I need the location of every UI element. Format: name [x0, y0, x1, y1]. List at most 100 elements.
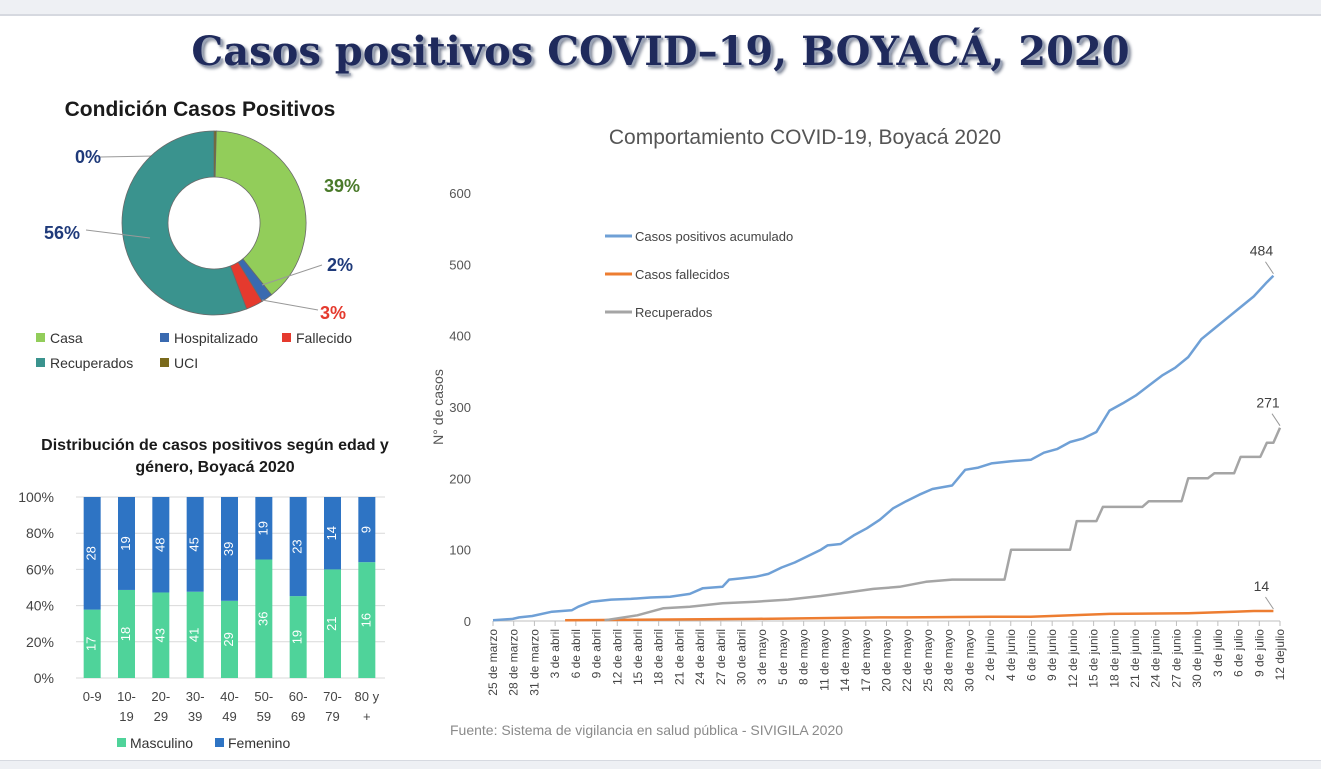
- line-y-tick: 300: [449, 400, 471, 415]
- legend-label-casos-positivos-acumulado: Casos positivos acumulado: [635, 229, 793, 244]
- bar-femenino: [152, 497, 170, 593]
- bar-x-tick: 30-: [186, 689, 205, 704]
- line-end-label: 484: [1250, 243, 1274, 259]
- bar-value-label: 23: [290, 539, 305, 553]
- line-chart: 0 100 200 300 400 500 600 N° de casos 25 de marz…: [430, 186, 1287, 696]
- line-x-tick: 11 de mayo: [817, 629, 831, 691]
- line-x-tick: 28 de marzo: [507, 629, 521, 696]
- bar-x-tick: 70-: [323, 689, 342, 704]
- bar-femenino: [83, 497, 101, 610]
- line-x-tick: 27 de abril: [714, 629, 728, 685]
- pie-data-label: 0%: [75, 147, 101, 167]
- bar-x-tick: 20-: [151, 689, 170, 704]
- pie-slice-casa: [214, 130, 307, 296]
- bar-value-label: 28: [84, 546, 99, 560]
- line-y-tick: 600: [449, 186, 471, 201]
- bar-y-tick: 20%: [26, 634, 54, 650]
- legend-label-uci: UCI: [174, 355, 198, 371]
- line-x-tick: 9 de junio: [1045, 629, 1059, 681]
- line-chart-title: Comportamiento COVID-19, Boyacá 2020: [608, 126, 1002, 149]
- bar-x-tick: 29: [154, 709, 168, 724]
- line-x-tick: 4 de junio: [1004, 629, 1018, 681]
- line-x-tick: 14 de mayo: [838, 629, 852, 692]
- window-bottom-bar: [0, 760, 1321, 769]
- bar-masculino: [152, 592, 170, 678]
- bar-y-tick: 40%: [26, 598, 54, 614]
- bar-masculino: [186, 591, 204, 678]
- bar-chart-title: Distribución de casos positivos según ed…: [41, 437, 389, 476]
- bar-value-label: 43: [152, 628, 167, 642]
- line-x-tick: 18 de abril: [652, 629, 666, 685]
- line-x-tick: 17 de mayo: [859, 629, 873, 692]
- line-x-tick: 3 de mayo: [755, 629, 769, 685]
- line-x-tick: 30 de abril: [735, 629, 749, 685]
- bar-value-label: 21: [324, 616, 339, 630]
- line-x-tick: 25 de mayo: [921, 629, 935, 692]
- bar-masculino: [358, 562, 376, 678]
- bar-x-tick: 79: [325, 709, 339, 724]
- legend-label-masculino: Masculino: [130, 735, 193, 751]
- line-x-tick: 5 de mayo: [776, 629, 790, 685]
- line-x-tick: 12 dejulio: [1273, 629, 1287, 681]
- bar-value-label: 48: [152, 538, 167, 552]
- bar-value-label: 19: [255, 521, 270, 535]
- line-y-tick: 400: [449, 329, 471, 344]
- line-series-recuperados: [604, 427, 1282, 622]
- bar-femenino: [255, 497, 273, 560]
- bar-value-label: 18: [118, 627, 133, 641]
- legend-label-femenino: Femenino: [228, 735, 290, 751]
- line-x-tick: 18 de junio: [1107, 629, 1121, 688]
- line-x-tick: 8 de mayo: [797, 629, 811, 685]
- bar-x-tick: 59: [257, 709, 271, 724]
- bar-femenino: [221, 497, 238, 601]
- line-x-tick: 28 de mayo: [942, 629, 956, 692]
- bar-x-tick: 0-9: [83, 689, 102, 704]
- line-x-tick: 27 de junio: [1169, 629, 1183, 688]
- legend-swatch-uci: [160, 358, 169, 367]
- bar-value-label: 19: [118, 536, 133, 550]
- pie-leader-line: [261, 264, 323, 286]
- line-x-tick: 30 de mayo: [962, 629, 976, 692]
- bar-value-label: 17: [84, 637, 99, 651]
- line-y-tick: 100: [449, 543, 471, 558]
- line-x-tick: 15 de abril: [631, 629, 645, 685]
- bar-value-label: 41: [187, 628, 202, 642]
- bar-value-label: 45: [187, 537, 202, 551]
- line-x-tick: 6 de junio: [1024, 629, 1038, 681]
- bar-value-label: 14: [324, 526, 339, 540]
- pie-chart-title: Condición Casos Positivos: [64, 98, 336, 121]
- legend-swatch-recuperados: [36, 358, 45, 367]
- line-x-tick: 31 de marzo: [527, 629, 541, 696]
- legend-label-recuperados: Recuperados: [50, 355, 133, 371]
- line-end-label: 271: [1256, 395, 1280, 411]
- bar-masculino: [289, 596, 307, 678]
- bar-x-tick: 50-: [254, 689, 273, 704]
- line-x-tick: 9 de abril: [590, 629, 604, 678]
- pie-data-label: 2%: [327, 255, 353, 275]
- bar-masculino: [83, 609, 101, 678]
- bar-femenino: [324, 497, 341, 570]
- line-x-tick: 22 de mayo: [900, 629, 914, 692]
- bar-y-tick: 100%: [18, 489, 54, 505]
- line-x-tick: 6 de abril: [569, 629, 583, 678]
- line-x-tick: 12 de abril: [610, 629, 624, 685]
- bar-x-tick: +: [363, 709, 371, 724]
- pie-chart: 0% 39% 2% 3% 56% Casa Hospitalizado Fallecido Re…: [36, 130, 360, 371]
- legend-swatch-fallecido: [282, 333, 291, 342]
- line-series-casos-positivos-acumulado: [492, 274, 1275, 622]
- line-end-leader: [1265, 261, 1274, 275]
- bar-y-tick: 80%: [26, 525, 54, 541]
- stacked-bar-chart: 0% 20% 40% 60% 80% 100% 17 28 0-9 18 19 10- 19 43 48 20…: [18, 489, 385, 751]
- pie-data-label: 3%: [320, 303, 346, 323]
- legend-label-recuperados: Recuperados: [635, 305, 713, 320]
- bar-y-tick: 0%: [34, 670, 54, 686]
- bar-masculino: [221, 600, 238, 678]
- bar-masculino: [255, 559, 273, 678]
- bar-x-tick: 39: [188, 709, 202, 724]
- bar-femenino: [358, 497, 376, 563]
- line-x-tick: 20 de mayo: [880, 629, 894, 692]
- bar-value-label: 39: [221, 542, 236, 556]
- line-series-casos-fallecidos: [565, 609, 1274, 622]
- pie-data-label: 39%: [324, 176, 360, 196]
- legend-label-fallecido: Fallecido: [296, 330, 352, 346]
